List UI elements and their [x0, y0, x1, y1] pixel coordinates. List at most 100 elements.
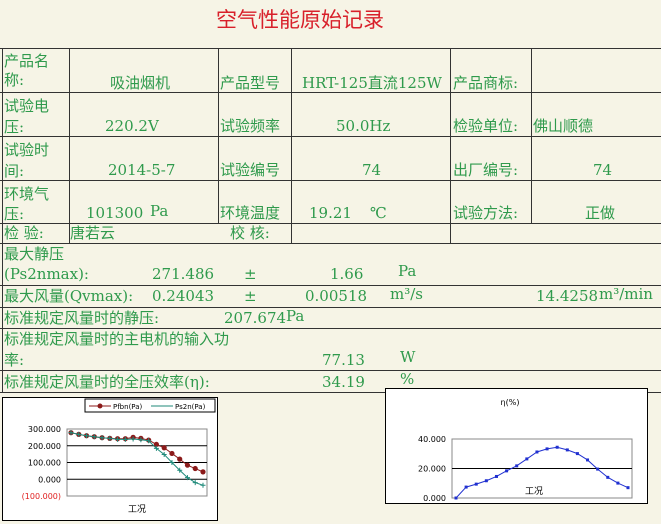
- date-label: 试验时间:: [4, 141, 50, 180]
- freq: 50.0Hz: [336, 117, 391, 135]
- data-point: [153, 441, 160, 448]
- std-ps-unit: Pa: [286, 307, 305, 325]
- max-qv-error: 0.00518: [305, 287, 368, 305]
- data-point: [177, 456, 183, 462]
- data-point: [555, 445, 559, 449]
- data-point: [616, 481, 620, 485]
- data-point: [99, 435, 105, 441]
- method: 正做: [585, 204, 616, 222]
- pressure-label: 环境气压:: [4, 185, 50, 223]
- power-unit: W: [400, 348, 416, 366]
- data-point: [184, 462, 191, 468]
- data-point: [122, 436, 128, 442]
- pm-sign: ±: [244, 265, 257, 283]
- data-point: [107, 435, 113, 441]
- temp-unit: ℃: [370, 204, 387, 222]
- data-point: [184, 475, 190, 481]
- data-point: [177, 467, 183, 473]
- data-point: [565, 448, 569, 452]
- data-point: [76, 431, 82, 437]
- data-point: [153, 445, 159, 451]
- max-qv-unit: m³/s: [390, 285, 423, 303]
- efficiency-chart: 40.000 20.000 0.000 η(%) 工况: [385, 388, 648, 504]
- max-ps-label-2: (Ps2nmax):: [4, 265, 89, 283]
- temp-label: 环境温度: [220, 204, 281, 222]
- x-axis-label: 工况: [128, 504, 146, 515]
- power-label: 标准规定风量时的主电机的输入功: [4, 330, 230, 348]
- data-point: [596, 467, 600, 471]
- pressure-chart: 300.000 200.000 100.000 0.000 (100.000) Pfbn(…: [2, 397, 218, 521]
- data-point: [586, 458, 590, 462]
- y-tick-label: 200.000: [28, 442, 61, 451]
- data-point: [192, 465, 198, 472]
- inspector: 唐若云: [70, 224, 116, 242]
- inspector-label: 检 验:: [4, 224, 44, 242]
- data-point: [474, 482, 478, 486]
- series-line: [70, 432, 204, 473]
- eff: 34.19: [322, 373, 365, 391]
- data-point: [515, 464, 519, 468]
- unit: 佛山顺德: [533, 117, 594, 135]
- unit-label: 检验单位:: [453, 117, 519, 135]
- pressure-unit: Pa: [150, 202, 169, 220]
- model-label: 产品型号: [220, 74, 281, 92]
- data-point: [200, 482, 206, 488]
- data-point: [525, 457, 529, 461]
- freq-label: 试验频率: [220, 117, 281, 135]
- data-point: [169, 460, 175, 465]
- data-point: [115, 436, 121, 442]
- y-tick-label: 100.000: [28, 459, 61, 468]
- data-point: [161, 451, 167, 457]
- max-qv: 0.24043: [152, 287, 215, 305]
- data-point: [454, 496, 458, 500]
- data-point: [91, 434, 97, 440]
- y-tick-label: 0.000: [423, 494, 446, 503]
- voltage: 220.2V: [105, 117, 159, 135]
- pressure-chart-svg: 300.000 200.000 100.000 0.000 (100.000) Pfbn(…: [22, 398, 216, 515]
- x-axis-label: 工况: [525, 486, 543, 497]
- y-tick-label: 40.000: [418, 435, 446, 444]
- std-ps: 207.674: [224, 309, 287, 327]
- y-tick-label: 20.000: [418, 465, 446, 474]
- model: HRT-125直流125W: [302, 74, 442, 92]
- data-point: [626, 486, 630, 490]
- data-point: [146, 438, 152, 444]
- data-point: [192, 480, 198, 486]
- y-tick-label: (100.000): [22, 492, 61, 501]
- data-point: [494, 474, 498, 478]
- eff-unit: %: [400, 370, 415, 388]
- series-line: [455, 446, 629, 499]
- legend: [84, 398, 216, 413]
- efficiency-chart-svg: 40.000 20.000 0.000 η(%) 工况: [418, 398, 633, 503]
- data-point: [535, 450, 539, 454]
- max-ps-label: 最大静压: [4, 245, 65, 263]
- data-point: [130, 436, 136, 442]
- std-ps-label: 标准规定风量时的静压:: [4, 309, 160, 327]
- series-line: [70, 432, 204, 486]
- data-point: [138, 437, 144, 443]
- legend-marker: [97, 403, 103, 409]
- data-point: [464, 485, 468, 489]
- y-tick-label: 0.000: [38, 475, 61, 484]
- max-ps: 271.486: [152, 265, 215, 283]
- power-label-2: 率:: [4, 351, 25, 369]
- max-qv-min-unit: m³/min: [599, 285, 653, 303]
- data-point: [84, 433, 90, 439]
- brand-label: 产品商标:: [453, 74, 519, 92]
- max-qv-min: 14.4258: [536, 287, 599, 305]
- pm-sign-2: ±: [244, 287, 257, 305]
- data-point: [575, 452, 579, 456]
- power: 77.13: [322, 351, 365, 369]
- legend-label: Pfbn(Pa): [113, 403, 142, 411]
- chart-title: η(%): [501, 398, 520, 407]
- page-title: 空气性能原始记录: [216, 8, 384, 32]
- max-ps-unit: Pa: [398, 262, 417, 280]
- product-name: 吸油烟机: [110, 74, 171, 92]
- data-point: [68, 430, 74, 436]
- checker-label: 校 核:: [230, 224, 270, 242]
- temp: 19.21: [309, 204, 352, 222]
- date: 2014-5-7: [108, 161, 176, 179]
- method-label: 试验方法:: [453, 204, 519, 222]
- product-name-label: 产品名称:: [4, 52, 50, 89]
- legend-label: Ps2n(Pa): [175, 403, 206, 411]
